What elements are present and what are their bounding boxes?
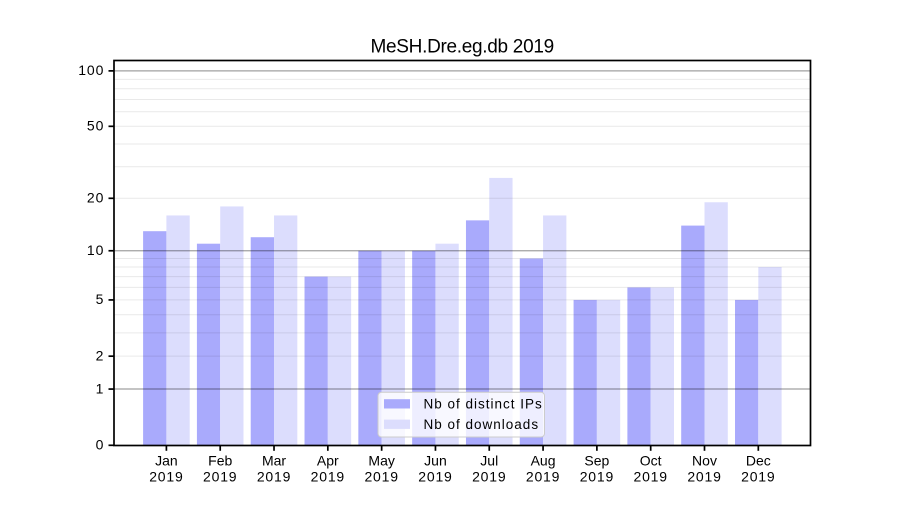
- svg-text:50: 50: [87, 118, 104, 134]
- svg-text:May: May: [368, 453, 394, 469]
- svg-text:2019: 2019: [526, 468, 560, 484]
- svg-text:2019: 2019: [257, 468, 291, 484]
- svg-text:2019: 2019: [364, 468, 398, 484]
- svg-text:Nb of distinct IPs: Nb of distinct IPs: [424, 397, 543, 412]
- svg-text:2019: 2019: [311, 468, 345, 484]
- svg-text:Oct: Oct: [640, 453, 662, 469]
- svg-text:20: 20: [87, 190, 104, 206]
- svg-text:Jun: Jun: [424, 453, 447, 469]
- svg-text:Nb of downloads: Nb of downloads: [424, 417, 540, 432]
- svg-text:2019: 2019: [472, 468, 506, 484]
- svg-text:Mar: Mar: [262, 453, 286, 469]
- svg-text:2: 2: [96, 347, 105, 363]
- svg-text:2019: 2019: [741, 468, 775, 484]
- svg-text:Dec: Dec: [746, 453, 771, 469]
- svg-text:100: 100: [78, 62, 104, 78]
- svg-text:2019: 2019: [203, 468, 237, 484]
- svg-text:Sep: Sep: [584, 453, 609, 469]
- svg-text:2019: 2019: [687, 468, 721, 484]
- svg-text:Jan: Jan: [155, 453, 178, 469]
- svg-text:2019: 2019: [580, 468, 614, 484]
- svg-text:5: 5: [96, 291, 105, 307]
- svg-text:1: 1: [96, 380, 105, 396]
- svg-text:MeSH.Dre.eg.db 2019: MeSH.Dre.eg.db 2019: [371, 36, 554, 57]
- svg-text:Apr: Apr: [317, 453, 339, 469]
- svg-text:0: 0: [96, 437, 105, 453]
- svg-text:Aug: Aug: [531, 453, 556, 469]
- svg-text:Jul: Jul: [480, 453, 498, 469]
- svg-text:10: 10: [87, 242, 104, 258]
- svg-text:2019: 2019: [418, 468, 452, 484]
- svg-text:Feb: Feb: [208, 453, 232, 469]
- svg-text:Nov: Nov: [692, 453, 717, 469]
- svg-text:2019: 2019: [634, 468, 668, 484]
- svg-text:2019: 2019: [149, 468, 183, 484]
